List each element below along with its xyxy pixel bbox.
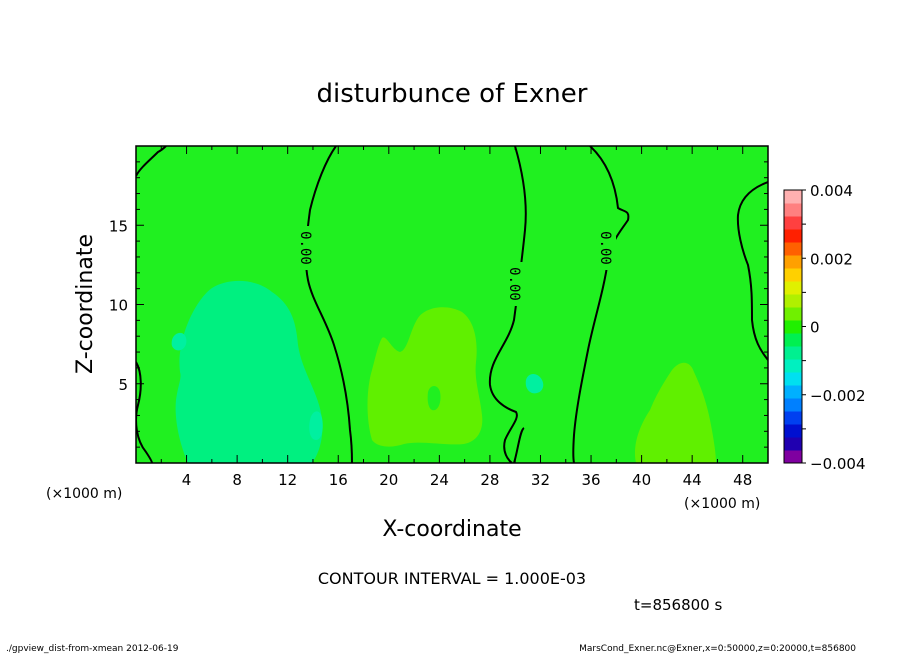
colorbar-tick-label: 0.002 [810, 250, 853, 268]
negative-anomaly-left [175, 280, 323, 463]
x-tick-label: 4 [182, 471, 192, 489]
y-tick-label: 5 [118, 376, 128, 394]
positive-anomaly-right [634, 362, 716, 463]
contour-interval-text: CONTOUR INTERVAL = 1.000E-03 [318, 569, 586, 588]
contour-line-1 [304, 146, 353, 463]
colorbar-segment [784, 359, 802, 373]
colorbar-ticks: 0.004 0.002 0 −0.002 −0.004 [802, 182, 866, 473]
contour-line-4 [136, 146, 167, 177]
footer-right: MarsCond_Exner.nc@Exner,x=0:50000,z=0:20… [579, 644, 856, 654]
colorbar [783, 189, 803, 464]
colorbar-segment [784, 242, 802, 256]
colorbar-segment [784, 229, 802, 243]
colorbar-segment [784, 216, 802, 230]
colorbar-segment [784, 372, 802, 386]
x-tick-label: 36 [581, 471, 600, 489]
colorbar-segment [784, 424, 802, 438]
colorbar-tick-label: 0.004 [810, 182, 853, 200]
x-tick-label: 12 [278, 471, 297, 489]
colorbar-segment [784, 255, 802, 269]
x-tick-label: 16 [329, 471, 348, 489]
y-axis-label: Z-coordinate [73, 234, 98, 374]
colorbar-tick-label: −0.004 [810, 455, 866, 473]
x-axis-ticks: 4 8 12 16 20 24 28 32 36 40 44 48 [160, 146, 752, 489]
colorbar-segment [784, 385, 802, 399]
y-tick-label: 10 [109, 297, 128, 315]
contour-label-2: 0.00 [506, 267, 522, 301]
x-tick-label: 48 [733, 471, 752, 489]
plot-area [136, 146, 768, 463]
x-tick-label: 44 [683, 471, 702, 489]
colorbar-segment [784, 281, 802, 295]
x-tick-label: 20 [379, 471, 398, 489]
negative-anomaly-left-spot-small [171, 332, 187, 351]
y-axis-ticks: 5 10 15 [109, 161, 768, 448]
colorbar-segment [784, 320, 802, 334]
x-tick-label: 32 [531, 471, 550, 489]
y-tick-label: 15 [109, 217, 128, 235]
x-unit-right: (×1000 m) [684, 496, 760, 512]
chart-title: disturbunce of Exner [317, 79, 588, 109]
x-unit-left: (×1000 m) [46, 486, 122, 502]
positive-anomaly-center-hole [427, 386, 441, 411]
colorbar-segment [784, 333, 802, 347]
contour-label-1: 0.00 [297, 231, 313, 265]
colorbar-segment [784, 203, 802, 217]
contour-label-3: 0.00 [597, 231, 613, 265]
positive-anomaly-center [367, 307, 483, 447]
contour-line-6 [736, 181, 768, 361]
footer-left: ./gpview_dist-from-xmean 2012-06-19 [6, 644, 179, 654]
x-tick-label: 24 [430, 471, 449, 489]
x-tick-label: 40 [632, 471, 651, 489]
colorbar-segment [784, 411, 802, 425]
colorbar-tick-label: −0.002 [810, 387, 866, 405]
colorbar-segment [784, 190, 802, 204]
colorbar-segment [784, 346, 802, 360]
x-tick-label: 8 [232, 471, 242, 489]
colorbar-segment [784, 307, 802, 321]
negative-anomaly-center-spot [525, 374, 544, 394]
x-axis-label: X-coordinate [382, 517, 521, 542]
x-tick-label: 28 [480, 471, 499, 489]
negative-anomaly-left-spot [309, 411, 323, 440]
colorbar-segment [784, 450, 802, 464]
colorbar-tick-label: 0 [810, 319, 820, 337]
colorbar-segment [784, 268, 802, 282]
time-text: t=856800 s [634, 596, 722, 614]
contour-labels: 0.00 0.00 0.00 [296, 226, 616, 306]
colorbar-segment [784, 398, 802, 412]
colorbar-segment [784, 437, 802, 451]
colorbar-segment [784, 294, 802, 308]
